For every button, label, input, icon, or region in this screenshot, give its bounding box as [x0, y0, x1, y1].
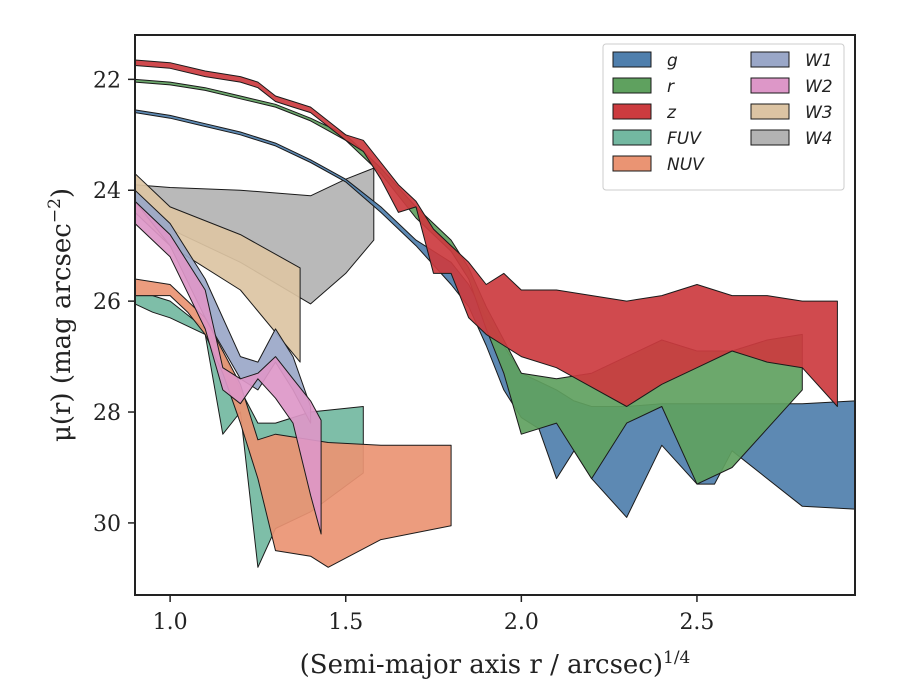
legend-item-z: z — [612, 103, 677, 123]
legend-swatch — [750, 129, 790, 146]
legend-swatch — [612, 129, 652, 146]
legend-swatch — [612, 51, 652, 68]
x-tick-label: 1.5 — [328, 610, 363, 635]
band-z — [135, 59, 838, 407]
legend-swatch — [612, 77, 652, 94]
legend-label: W4 — [805, 129, 833, 149]
x-tick-label: 2.5 — [679, 610, 714, 635]
band-w2 — [135, 200, 322, 535]
legend-swatch — [750, 51, 790, 68]
legend-item-w4: W4 — [750, 129, 833, 149]
y-tick-label: 26 — [93, 290, 121, 315]
legend-label: FUV — [667, 129, 702, 149]
legend-label: z — [666, 103, 677, 123]
legend-item-w2: W2 — [750, 77, 833, 97]
legend-item-r: r — [612, 77, 675, 97]
legend-label: W2 — [805, 77, 833, 97]
x-tick-label: 1.0 — [153, 610, 188, 635]
legend-label: W3 — [805, 103, 833, 123]
legend-swatch — [750, 77, 790, 94]
legend-swatch — [750, 103, 790, 120]
legend: grz FUV NUV W1 W2 W3 W4 — [602, 43, 845, 191]
legend-label: g — [667, 51, 678, 71]
y-tick-label: 22 — [93, 68, 121, 93]
axes: 1.0 1.5 2.0 2.5 22 24 26 28 30 — [93, 68, 714, 635]
x-tick-label: 2.0 — [504, 610, 539, 635]
legend-item-fuv: FUV — [612, 129, 702, 149]
plot-frame — [134, 34, 856, 596]
legend-label: r — [667, 77, 675, 97]
x-axis-label: (Semi-major axis r / arcsec)1/4 — [300, 648, 691, 680]
legend-swatch — [612, 103, 652, 120]
y-tick-label: 28 — [93, 401, 121, 426]
legend-item-g: g — [612, 51, 678, 71]
legend-label: W1 — [805, 51, 833, 71]
y-tick-label: 30 — [93, 512, 121, 537]
y-tick-label: 24 — [93, 179, 121, 204]
legend-item-w1: W1 — [750, 51, 833, 71]
y-axis-label: μ(r) (mag arcsec−2) — [45, 188, 77, 442]
band-areas — [135, 59, 855, 568]
legend-label: NUV — [667, 155, 705, 175]
legend-swatch — [612, 155, 652, 172]
legend-item-nuv: NUV — [612, 155, 705, 175]
legend-item-w3: W3 — [750, 103, 833, 123]
plot-area — [135, 59, 855, 568]
